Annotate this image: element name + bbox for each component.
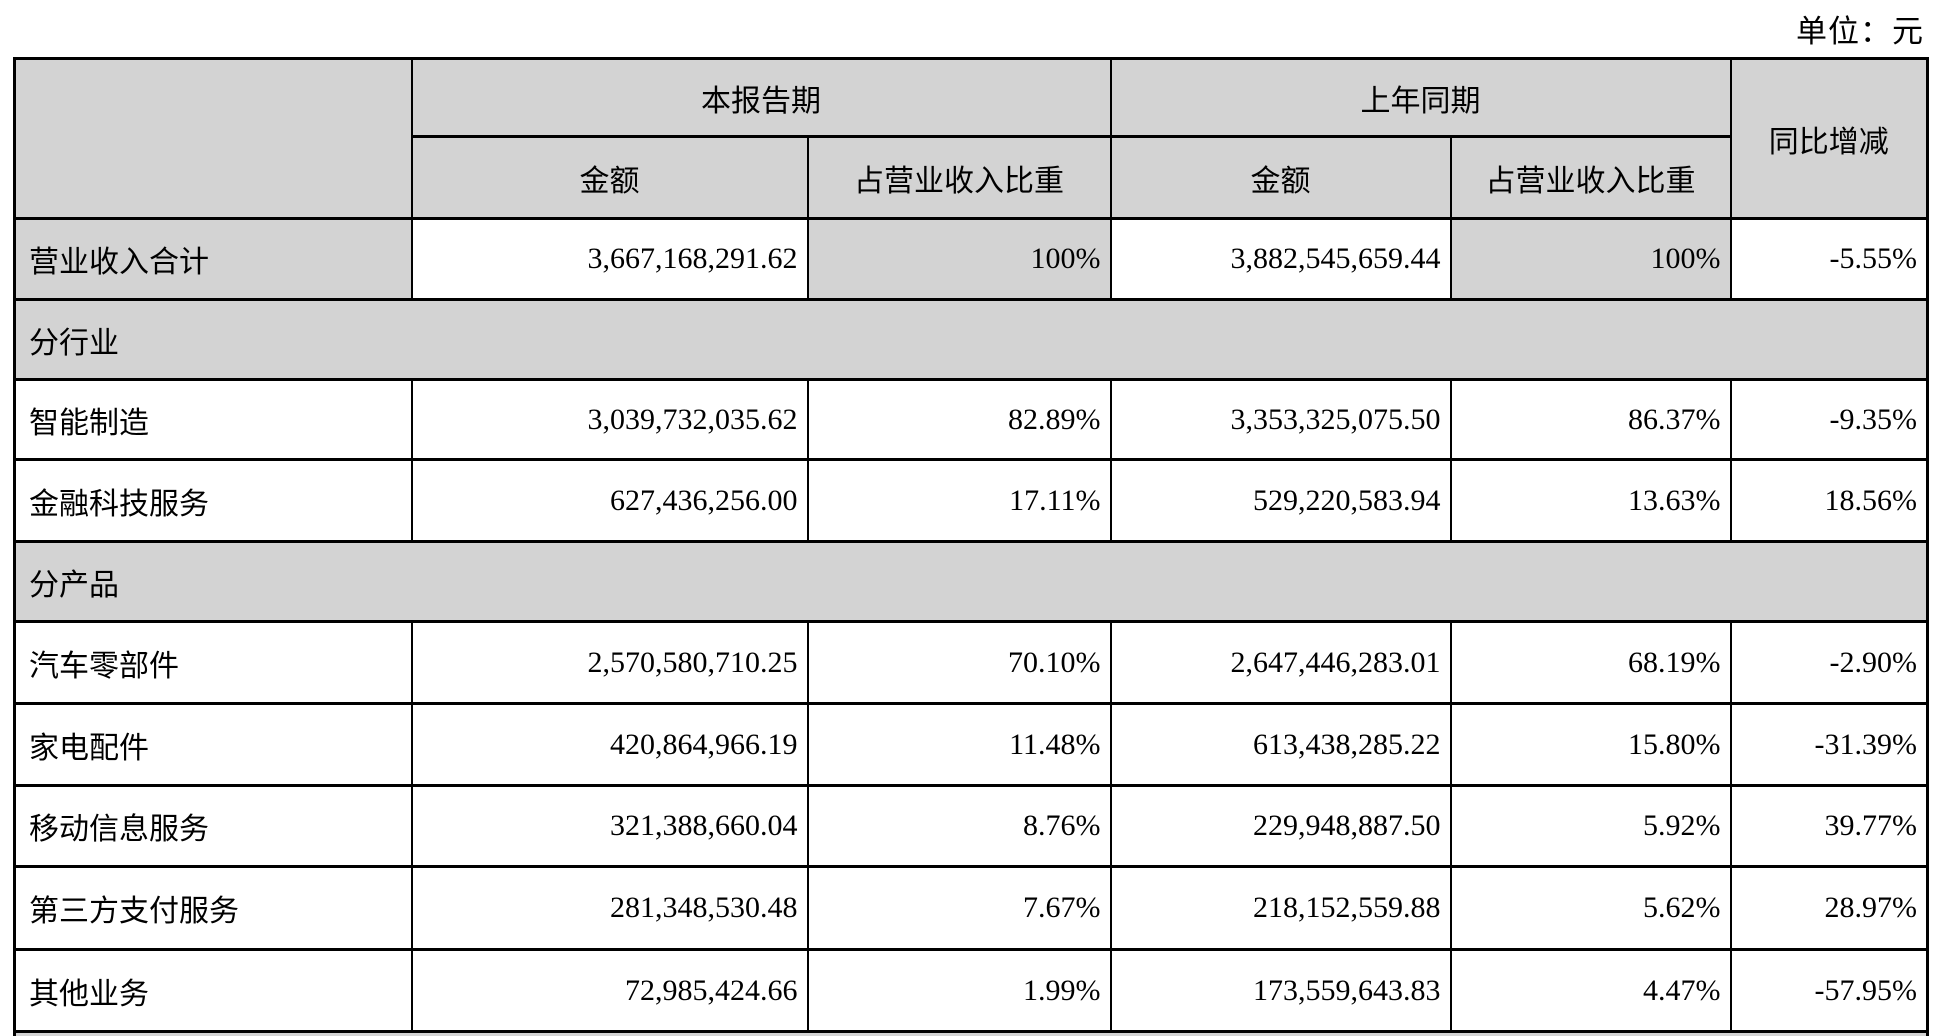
header-corner-cell: [13, 57, 413, 220]
current-amount: 2,570,580,710.25: [410, 620, 809, 705]
table-header: 本报告期 上年同期 同比增减 金额 占营业收入比重 金额 占营业收入比重: [13, 57, 1929, 220]
section-row: 分产品: [13, 540, 1929, 623]
table-row: 营业收入合计 3,667,168,291.62 100% 3,882,545,659.…: [13, 217, 1929, 301]
row-label: 智能制造: [13, 378, 413, 461]
current-amount: 3,667,168,291.62: [410, 217, 809, 301]
prior-pct: 68.19%: [1449, 620, 1732, 705]
header-amount-prior: 金额: [1109, 135, 1452, 220]
yoy-value: -5.55%: [1729, 217, 1929, 301]
current-pct: 100%: [806, 217, 1112, 301]
prior-amount: 173,559,643.83: [1109, 948, 1452, 1033]
section-label: 分行业: [13, 298, 1929, 381]
current-pct: 8.76%: [806, 784, 1112, 868]
header-pct-prior: 占营业收入比重: [1449, 135, 1732, 220]
current-amount: 420,864,966.19: [410, 702, 809, 787]
prior-pct: 5.62%: [1449, 865, 1732, 951]
header-yoy-change: 同比增减: [1729, 57, 1929, 220]
row-label: 其他业务: [13, 948, 413, 1033]
prior-pct: 13.63%: [1449, 458, 1732, 543]
row-label: 第三方支付服务: [13, 865, 413, 951]
yoy-value: 39.77%: [1729, 784, 1929, 868]
yoy-value: -31.39%: [1729, 702, 1929, 787]
table-row: 移动信息服务 321,388,660.04 8.76% 229,948,887.50 5…: [13, 784, 1929, 868]
prior-pct: 15.80%: [1449, 702, 1732, 787]
prior-amount: 2,647,446,283.01: [1109, 620, 1452, 705]
row-label: 金融科技服务: [13, 458, 413, 543]
current-pct: 70.10%: [806, 620, 1112, 705]
table-row: 智能制造 3,039,732,035.62 82.89% 3,353,325,075.…: [13, 378, 1929, 461]
header-pct-current: 占营业收入比重: [806, 135, 1112, 220]
current-pct: 7.67%: [806, 865, 1112, 951]
header-current-period: 本报告期: [410, 57, 1112, 138]
prior-amount: 218,152,559.88: [1109, 865, 1452, 951]
row-label: 家电配件: [13, 702, 413, 787]
yoy-value: 28.97%: [1729, 865, 1929, 951]
yoy-value: 18.56%: [1729, 458, 1929, 543]
prior-pct: 5.92%: [1449, 784, 1732, 868]
row-label: 汽车零部件: [13, 620, 413, 705]
prior-amount: 529,220,583.94: [1109, 458, 1452, 543]
current-pct: 17.11%: [806, 458, 1112, 543]
prior-amount: 229,948,887.50: [1109, 784, 1452, 868]
current-amount: 627,436,256.00: [410, 458, 809, 543]
current-amount: 281,348,530.48: [410, 865, 809, 951]
current-pct: 11.48%: [806, 702, 1112, 787]
table-row: 家电配件 420,864,966.19 11.48% 613,438,285.22 15…: [13, 702, 1929, 787]
table-row: 汽车零部件 2,570,580,710.25 70.10% 2,647,446,283…: [13, 620, 1929, 705]
yoy-value: -2.90%: [1729, 620, 1929, 705]
yoy-value: -57.95%: [1729, 948, 1929, 1033]
prior-amount: 3,353,325,075.50: [1109, 378, 1452, 461]
cutoff-cell: [13, 1030, 1929, 1036]
yoy-value: -9.35%: [1729, 378, 1929, 461]
table-body: 营业收入合计 3,667,168,291.62 100% 3,882,545,659.…: [13, 217, 1929, 1036]
current-amount: 321,388,660.04: [410, 784, 809, 868]
cutoff-row: [13, 1030, 1929, 1036]
table-row: 第三方支付服务 281,348,530.48 7.67% 218,152,559.88…: [13, 865, 1929, 951]
current-pct: 82.89%: [806, 378, 1112, 461]
header-amount-current: 金额: [410, 135, 809, 220]
section-label: 分产品: [13, 540, 1929, 623]
revenue-breakdown-table: 本报告期 上年同期 同比增减 金额 占营业收入比重 金额 占营业收入比重 营业收…: [13, 57, 1929, 1036]
prior-pct: 86.37%: [1449, 378, 1732, 461]
table-row: 其他业务 72,985,424.66 1.99% 173,559,643.83 4.47…: [13, 948, 1929, 1033]
row-label: 营业收入合计: [13, 217, 413, 301]
header-prior-period: 上年同期: [1109, 57, 1732, 138]
current-pct: 1.99%: [806, 948, 1112, 1033]
section-row: 分行业: [13, 298, 1929, 381]
current-amount: 3,039,732,035.62: [410, 378, 809, 461]
prior-pct: 100%: [1449, 217, 1732, 301]
current-amount: 72,985,424.66: [410, 948, 809, 1033]
table-row: 金融科技服务 627,436,256.00 17.11% 529,220,583.94…: [13, 458, 1929, 543]
prior-pct: 4.47%: [1449, 948, 1732, 1033]
prior-amount: 613,438,285.22: [1109, 702, 1452, 787]
unit-label: 单位：元: [1796, 14, 1924, 49]
row-label: 移动信息服务: [13, 784, 413, 868]
prior-amount: 3,882,545,659.44: [1109, 217, 1452, 301]
